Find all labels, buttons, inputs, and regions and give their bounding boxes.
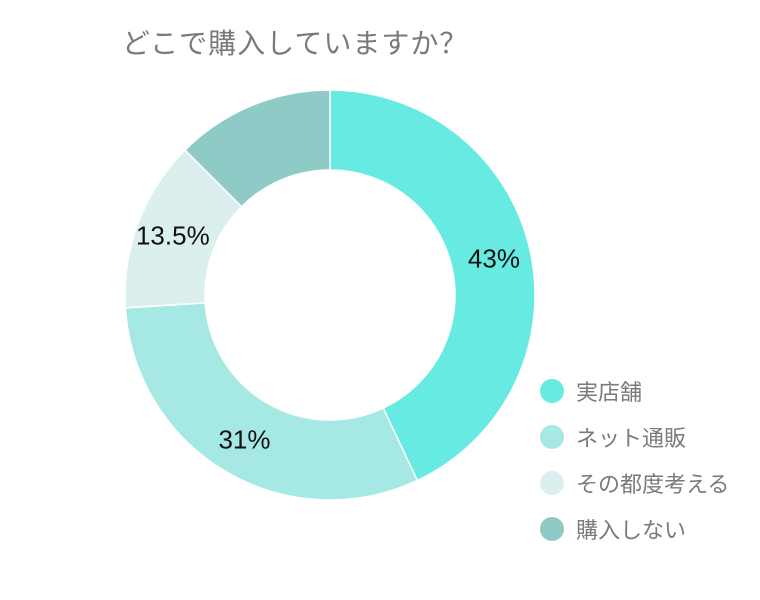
legend-item: 購入しない bbox=[540, 506, 729, 552]
legend-swatch-4 bbox=[540, 517, 564, 541]
legend-swatch-2 bbox=[540, 425, 564, 449]
legend-item: その都度考える bbox=[540, 460, 729, 506]
donut-slice-4 bbox=[183, 89, 331, 208]
legend-item: ネット通販 bbox=[540, 414, 729, 460]
legend-label-3: その都度考える bbox=[576, 473, 730, 498]
donut-slice-2 bbox=[124, 302, 419, 501]
legend: 実店舗ネット通販その都度考える 購入しない bbox=[540, 368, 729, 552]
legend-label-4: 購入しない bbox=[576, 519, 687, 544]
legend-swatch-3 bbox=[540, 471, 564, 495]
legend-label-1: 実店舗 bbox=[576, 381, 643, 406]
legend-swatch-1 bbox=[540, 379, 564, 403]
data-label-2: 31% bbox=[218, 425, 270, 455]
data-label-3: 13.5% bbox=[136, 221, 210, 251]
donut-slice-1 bbox=[329, 89, 536, 482]
legend-label-2: ネット通販 bbox=[576, 427, 687, 452]
chart-title: どこで購入していますか？ bbox=[122, 27, 469, 60]
legend-item: 実店舗 bbox=[540, 368, 729, 414]
data-label-1: 43% bbox=[468, 243, 520, 273]
